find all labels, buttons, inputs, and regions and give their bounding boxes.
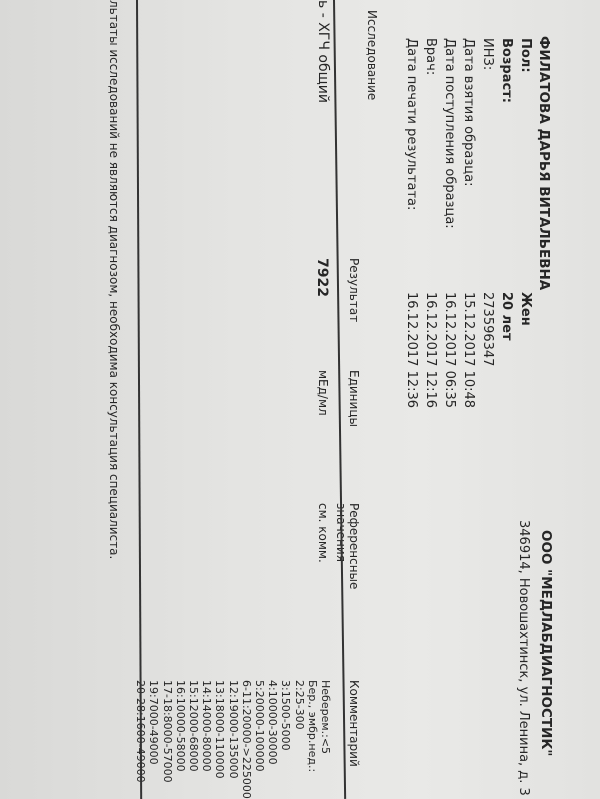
sample-date-value: 15.12.2017 10:48 — [461, 292, 476, 409]
inz-value: 273596347 — [480, 292, 495, 367]
units-value: мЕд/мл — [316, 370, 330, 416]
received-date-label: Дата поступления образца: — [442, 38, 457, 229]
header-test: Исследование — [365, 10, 379, 101]
reference-value: см. комм. — [316, 503, 330, 563]
sample-date-label: Дата взятия образца: — [461, 38, 476, 187]
header-reference-1: Референсные — [347, 503, 361, 590]
age-value: 20 лет — [499, 292, 514, 341]
header-units: Единицы — [347, 370, 361, 427]
result-value: 7922 — [314, 258, 330, 297]
print-date-value: 16.12.2017 12:36 — [404, 292, 419, 409]
inz-label: ИНЗ: — [480, 38, 495, 71]
lab-address: 346914, Новошахтинск, ул. Ленина, д. 3 — [516, 520, 531, 796]
doctor-label: Врач: — [423, 38, 438, 76]
test-name: ь - ХГЧ общий — [315, 0, 331, 103]
table-top-line — [333, 0, 347, 799]
received-date-value: 16.12.2017 06:35 — [442, 292, 457, 409]
lab-name: ООО "МЕДЛАБДИАГНОСТИК" — [538, 530, 554, 757]
print-date-label: Дата печати результата: — [404, 38, 419, 211]
header-result: Результат — [347, 258, 361, 323]
patient-name: ФИЛАТОВА ДАРЬЯ ВИТАЛЬЕВНА — [536, 36, 552, 291]
disclaimer: льтаты исследований не являются диагнозо… — [107, 0, 121, 560]
sex-value: Жен — [518, 292, 533, 326]
comment-value: Неберем.:<5 Бер., эмбр.нед.: 2:25-300 3:… — [134, 680, 332, 799]
doctor-value: 16.12.2017 12:16 — [423, 292, 438, 409]
age-label: Возраст: — [499, 38, 514, 103]
sex-label: Пол: — [518, 38, 533, 73]
header-comment: Комментарий — [347, 680, 361, 767]
